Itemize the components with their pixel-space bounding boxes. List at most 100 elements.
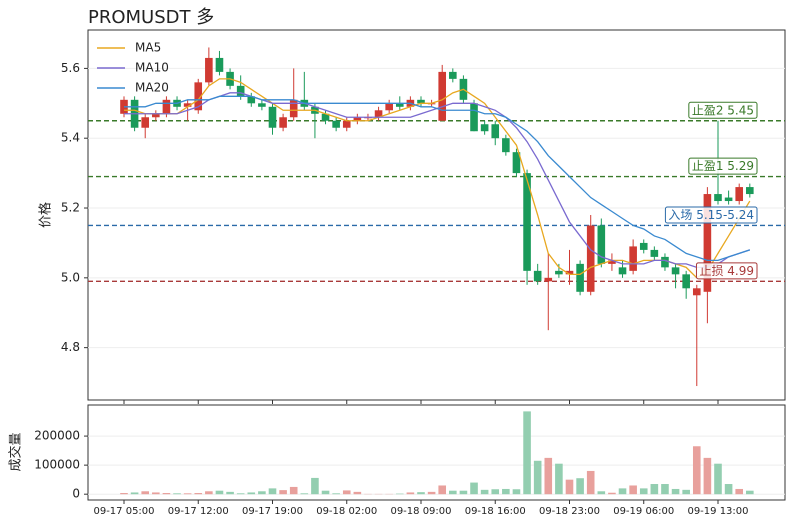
candle-body xyxy=(746,187,754,194)
volume-bar xyxy=(184,493,192,494)
volume-bar xyxy=(205,491,213,494)
volume-bar xyxy=(332,493,340,494)
volume-bar xyxy=(693,446,701,494)
volume-bar xyxy=(269,488,277,494)
x-tick-label: 09-18 16:00 xyxy=(465,506,526,517)
volume-bar xyxy=(513,489,521,494)
volume-bar xyxy=(534,461,542,494)
chart-title: PROMUSDT 多 xyxy=(88,7,214,28)
legend-label: MA20 xyxy=(135,81,169,95)
volume-bar xyxy=(704,458,712,494)
candle-body xyxy=(576,264,584,292)
volume-bar xyxy=(152,492,160,494)
x-tick-label: 09-17 19:00 xyxy=(242,506,303,517)
volume-bar xyxy=(566,480,574,495)
volume-bar xyxy=(163,493,171,494)
candle-body xyxy=(735,187,743,201)
candle-body xyxy=(619,267,627,274)
candle-body xyxy=(672,267,680,274)
x-tick-label: 09-17 12:00 xyxy=(168,506,229,517)
volume-bar xyxy=(587,471,595,494)
candle-body xyxy=(163,100,171,114)
candle-body xyxy=(693,288,701,295)
volume-bar xyxy=(194,493,202,494)
volume-bar xyxy=(555,464,563,495)
y-tick-label: 200000 xyxy=(34,429,80,443)
candle-body xyxy=(491,124,499,138)
volume-bar xyxy=(460,491,468,494)
candle-body xyxy=(141,117,149,127)
volume-bar xyxy=(608,493,616,494)
volume-bar xyxy=(311,478,319,494)
x-tick-label: 09-18 09:00 xyxy=(390,506,451,517)
candle-body xyxy=(258,103,266,106)
volume-bar xyxy=(216,491,224,494)
volume-bar xyxy=(407,492,415,494)
volume-bar xyxy=(141,491,149,494)
volume-bar xyxy=(396,494,404,495)
volume-bar xyxy=(131,492,139,494)
volume-bar xyxy=(449,491,457,494)
volume-bar xyxy=(301,493,309,494)
candle-body xyxy=(438,72,446,121)
volume-bar xyxy=(725,484,733,494)
candle-body xyxy=(629,246,637,270)
level-label: 止盈2 5.45 xyxy=(692,103,754,117)
volume-bar xyxy=(491,489,499,494)
volume-bar xyxy=(544,458,552,494)
y-tick-label: 0 xyxy=(72,487,80,501)
y-tick-label: 5.6 xyxy=(61,61,80,75)
x-tick-label: 09-19 06:00 xyxy=(613,506,674,517)
x-tick-label: 09-18 02:00 xyxy=(316,506,377,517)
volume-bar xyxy=(120,493,128,494)
level-label: 止损 4.99 xyxy=(699,264,754,278)
candle-body xyxy=(661,257,669,267)
candle-body xyxy=(714,194,722,201)
x-tick-label: 09-17 05:00 xyxy=(93,506,154,517)
volume-bar xyxy=(714,464,722,495)
volume-bar xyxy=(428,492,436,494)
candle-body xyxy=(237,86,245,96)
candle-body xyxy=(682,274,690,288)
candle-body xyxy=(555,271,563,274)
volume-bar xyxy=(682,490,690,494)
volume-bar xyxy=(598,491,606,494)
candle-body xyxy=(449,72,457,79)
candle-body xyxy=(587,225,595,291)
ma-line xyxy=(124,93,750,268)
candle-body xyxy=(216,58,224,72)
volume-axis-label: 成交量 xyxy=(8,432,24,471)
y-tick-label: 5.2 xyxy=(61,201,80,215)
volume-frame xyxy=(88,405,785,500)
level-label: 止盈1 5.29 xyxy=(692,159,754,173)
candle-body xyxy=(534,271,542,281)
candle-body xyxy=(290,100,298,117)
candle-body xyxy=(470,103,478,131)
candle-body xyxy=(640,243,648,250)
volume-bar xyxy=(481,490,489,494)
candle-body xyxy=(502,138,510,152)
volume-bar xyxy=(523,411,531,494)
x-tick-label: 09-18 23:00 xyxy=(539,506,600,517)
candle-body xyxy=(651,250,659,257)
level-label: 入场 5.15-5.24 xyxy=(668,208,754,222)
y-axis-label: 价格 xyxy=(38,202,54,228)
legend-label: MA10 xyxy=(135,61,169,75)
x-tick-label: 09-19 13:00 xyxy=(687,506,748,517)
candle-body xyxy=(544,278,552,281)
volume-bar xyxy=(470,483,478,495)
volume-bar xyxy=(343,490,351,494)
volume-bar xyxy=(651,484,659,494)
candle-body xyxy=(269,107,277,128)
volume-bar xyxy=(672,489,680,494)
legend-label: MA5 xyxy=(135,41,161,55)
candle-body xyxy=(725,198,733,201)
volume-bar xyxy=(619,488,627,494)
volume-bar xyxy=(735,489,743,494)
volume-bar xyxy=(438,485,446,494)
volume-bar xyxy=(640,488,648,494)
volume-bar xyxy=(746,491,754,494)
volume-bar xyxy=(661,484,669,494)
